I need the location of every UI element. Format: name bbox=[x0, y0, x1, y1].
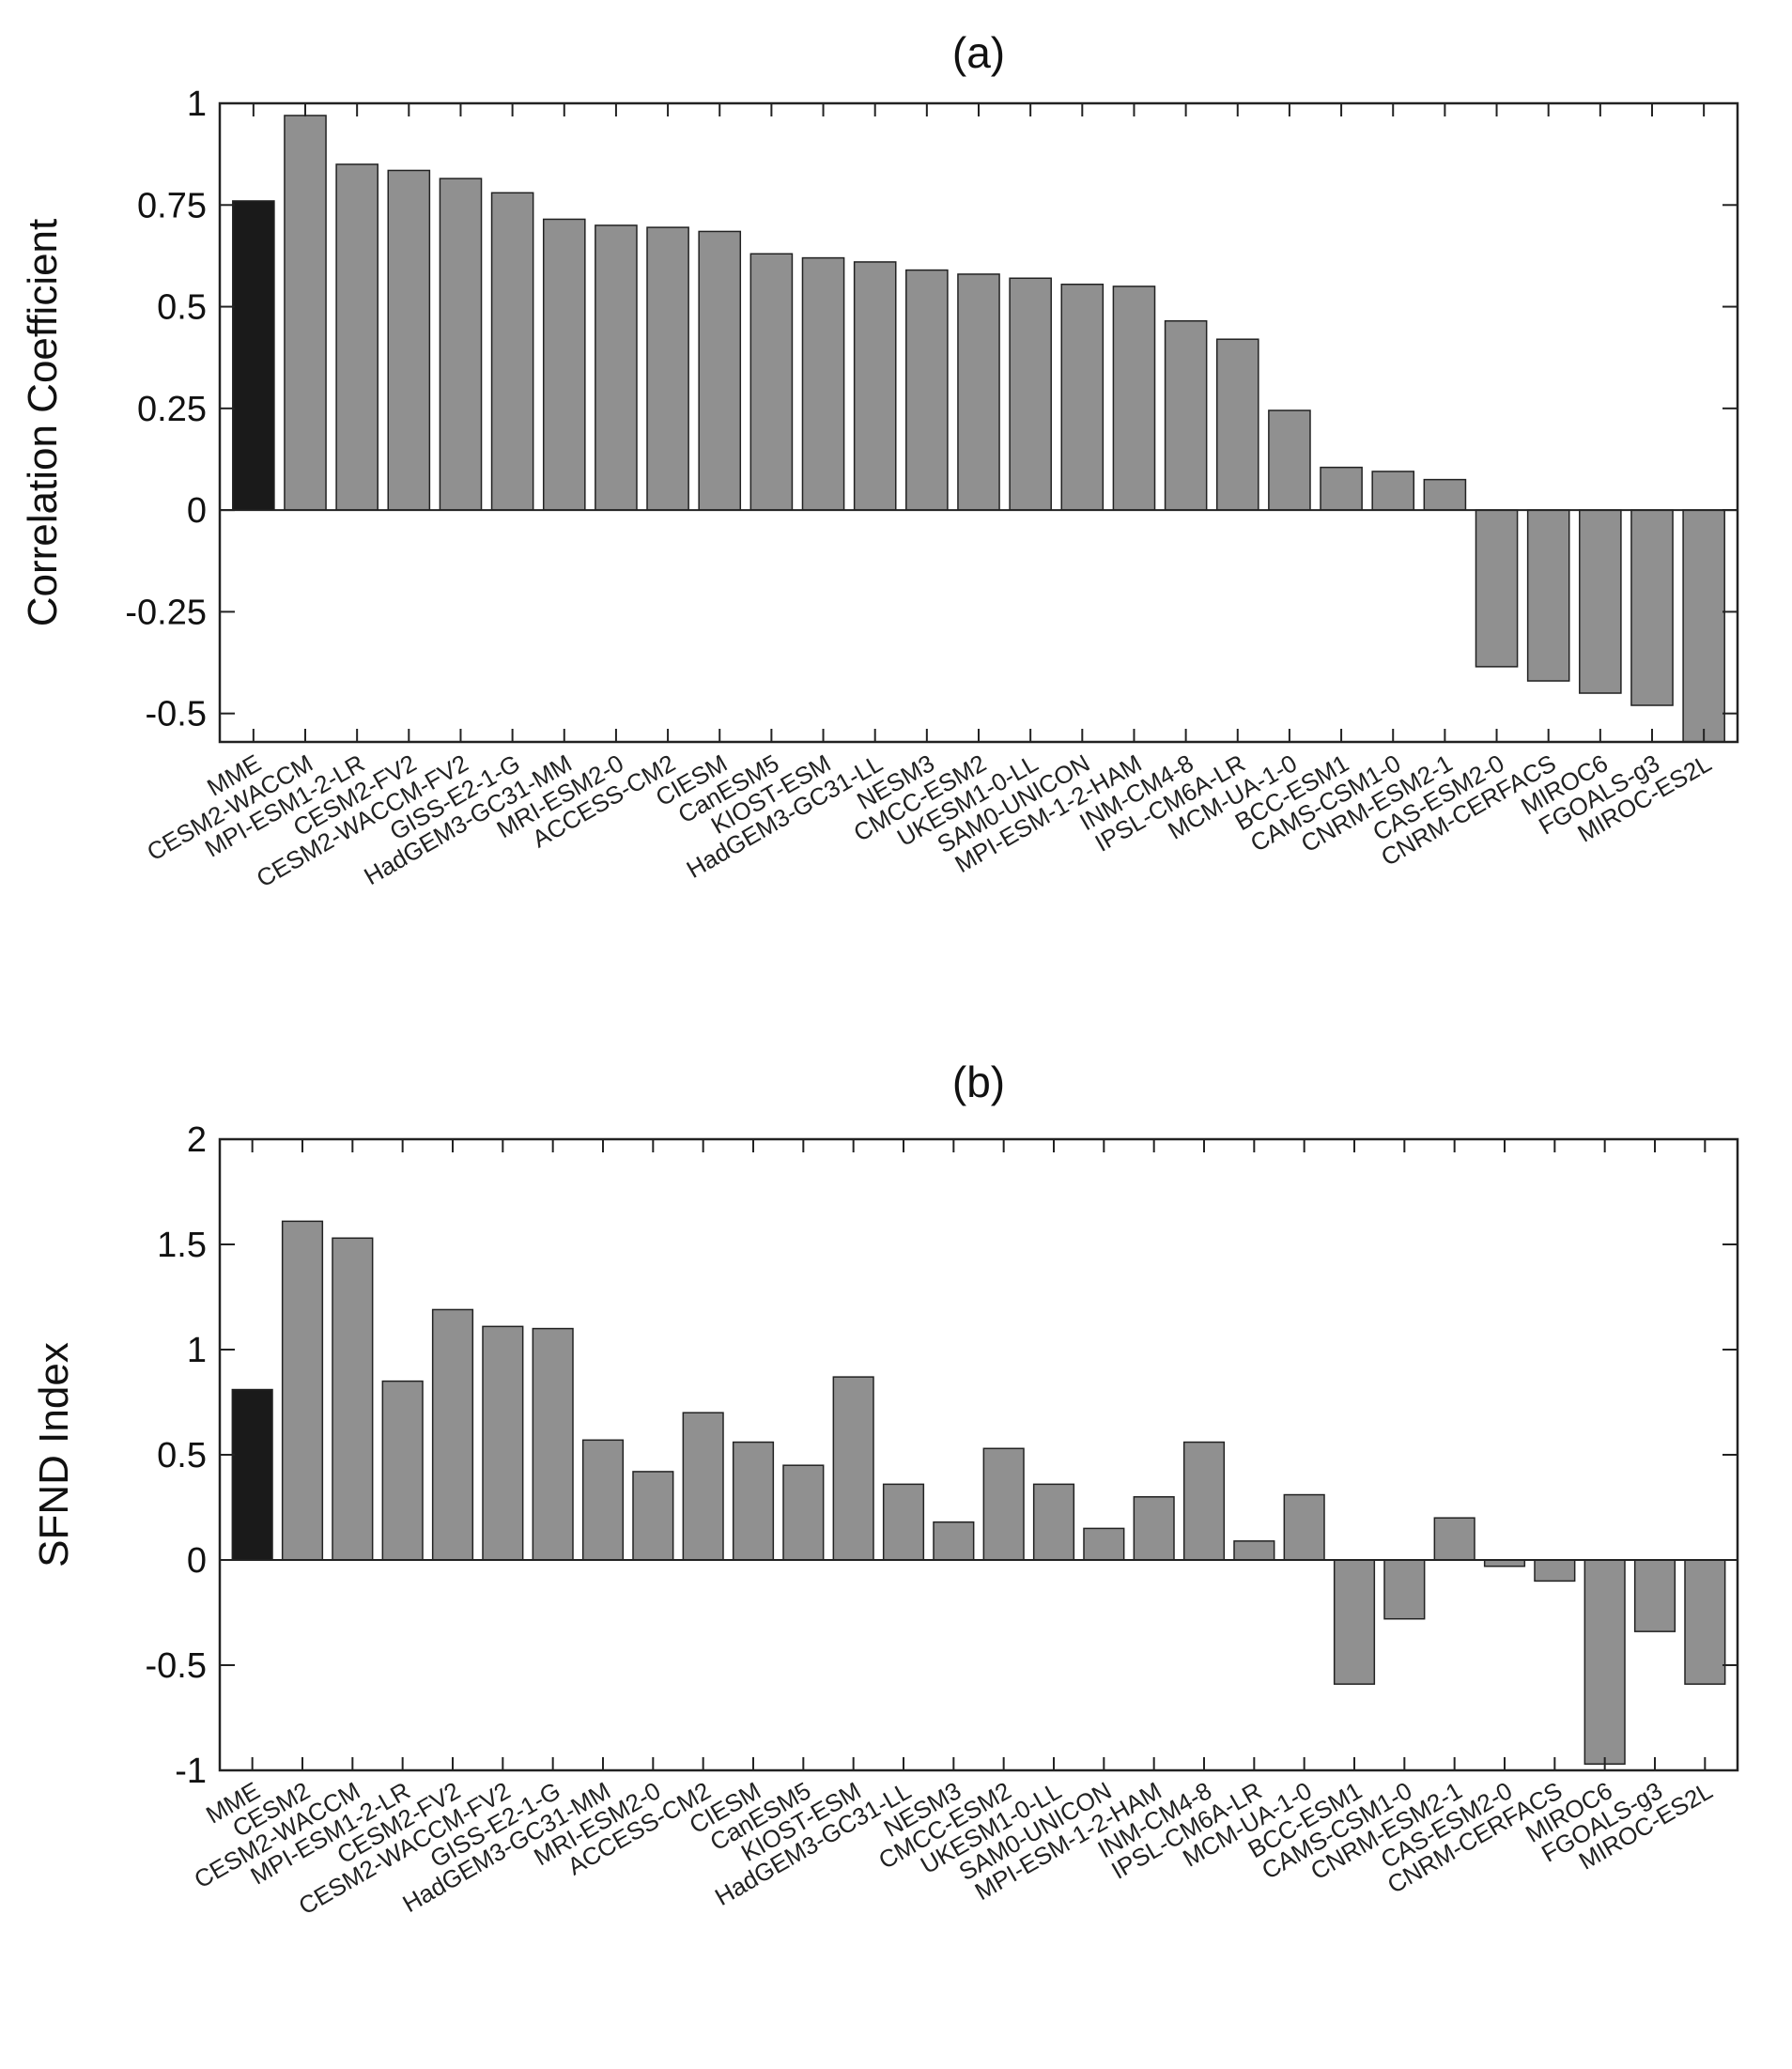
bar bbox=[982, 1447, 1025, 1561]
bar bbox=[957, 273, 1000, 511]
bar bbox=[1534, 1559, 1576, 1583]
y-tick-label: 0.75 bbox=[137, 186, 207, 225]
bar bbox=[387, 169, 431, 511]
bar bbox=[732, 1441, 775, 1561]
bar bbox=[1112, 286, 1156, 511]
bar bbox=[1215, 338, 1259, 511]
bar bbox=[882, 1483, 925, 1561]
bar bbox=[832, 1376, 874, 1561]
y-tick-label: 0 bbox=[187, 1541, 207, 1581]
y-tick-label: -0.25 bbox=[125, 593, 207, 632]
bar bbox=[1233, 1540, 1275, 1561]
bar bbox=[1633, 1559, 1676, 1632]
bar bbox=[381, 1380, 424, 1561]
bar bbox=[801, 256, 845, 511]
bar bbox=[1475, 509, 1519, 668]
bar bbox=[698, 230, 742, 511]
chart-panel-a: (a) Correlation Coefficient 1 0.75 0.5 0.25 0 -… bbox=[20, 28, 1739, 893]
bar bbox=[782, 1464, 825, 1561]
bar bbox=[1682, 509, 1725, 743]
bar bbox=[1083, 1527, 1125, 1561]
bar bbox=[646, 226, 689, 511]
chart-title: (a) bbox=[952, 28, 1005, 77]
bar bbox=[1164, 319, 1208, 511]
bar bbox=[905, 269, 949, 511]
bar bbox=[853, 261, 897, 511]
y-tick-label: -1 bbox=[175, 1752, 207, 1791]
bar bbox=[632, 1471, 674, 1561]
bar bbox=[1579, 509, 1622, 694]
bar bbox=[749, 253, 794, 511]
y-tick-label: 0.5 bbox=[157, 288, 207, 328]
bar bbox=[1032, 1483, 1075, 1561]
bar bbox=[1371, 471, 1415, 511]
bar bbox=[1583, 1559, 1626, 1766]
bar bbox=[1009, 277, 1052, 511]
bar bbox=[1483, 1559, 1526, 1567]
y-tick-label: 0 bbox=[187, 491, 207, 531]
y-axis-label: Correlation Coefficient bbox=[20, 219, 66, 627]
y-tick-label: -0.5 bbox=[146, 695, 207, 734]
y-tick-label: 1 bbox=[187, 85, 207, 124]
bar bbox=[542, 218, 586, 511]
bar bbox=[1383, 1559, 1426, 1620]
bar bbox=[581, 1439, 625, 1561]
chart-title: (b) bbox=[952, 1058, 1005, 1106]
bar bbox=[1182, 1441, 1226, 1561]
chart-panel-b: (b)SFND Index21.510.50-0.5-1MMECESM2CESM… bbox=[31, 1058, 1739, 1921]
bar bbox=[1133, 1496, 1175, 1561]
bar bbox=[1320, 466, 1363, 511]
bar-mme bbox=[231, 1388, 273, 1561]
bar bbox=[1283, 1493, 1325, 1561]
bar bbox=[682, 1412, 724, 1561]
bar bbox=[1060, 283, 1105, 511]
bar bbox=[1333, 1559, 1376, 1685]
y-tick-label: 1 bbox=[187, 1331, 207, 1370]
bar bbox=[284, 115, 327, 511]
y-tick-label: 0.25 bbox=[137, 390, 207, 429]
bar bbox=[933, 1521, 975, 1561]
bar bbox=[532, 1327, 574, 1561]
y-tick-label: 1.5 bbox=[157, 1226, 207, 1265]
bar bbox=[490, 192, 534, 511]
bar bbox=[332, 1237, 374, 1561]
y-tick-label: -0.5 bbox=[146, 1646, 207, 1686]
bar-mme bbox=[232, 200, 275, 511]
bar bbox=[1526, 509, 1570, 682]
bar bbox=[439, 178, 483, 511]
bar bbox=[482, 1325, 524, 1561]
bar bbox=[335, 163, 378, 511]
bar bbox=[595, 224, 638, 511]
bar bbox=[431, 1308, 474, 1561]
bar bbox=[1433, 1517, 1475, 1561]
bar bbox=[1268, 409, 1311, 511]
y-tick-label: 0.5 bbox=[157, 1436, 207, 1475]
bar bbox=[281, 1220, 324, 1561]
bar bbox=[1630, 509, 1674, 706]
y-tick-label: 2 bbox=[187, 1120, 207, 1160]
y-axis-label: SFND Index bbox=[31, 1342, 77, 1567]
bar bbox=[1423, 478, 1467, 511]
bar bbox=[1684, 1559, 1726, 1685]
